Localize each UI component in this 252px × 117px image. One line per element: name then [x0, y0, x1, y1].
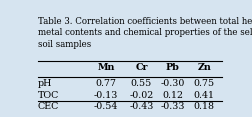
Text: -0.43: -0.43 [129, 102, 153, 111]
Text: Pb: Pb [165, 63, 179, 72]
Text: Table 3. Correlation coefficients between total heavy
metal contents and chemica: Table 3. Correlation coefficients betwee… [37, 17, 252, 49]
Text: 0.77: 0.77 [95, 79, 116, 88]
Text: Zn: Zn [197, 63, 210, 72]
Text: -0.33: -0.33 [160, 102, 184, 111]
Text: pH: pH [37, 79, 52, 88]
Text: 0.12: 0.12 [162, 91, 183, 100]
Text: -0.30: -0.30 [160, 79, 184, 88]
Text: 0.55: 0.55 [130, 79, 151, 88]
Text: Mn: Mn [97, 63, 114, 72]
Text: Cr: Cr [135, 63, 147, 72]
Text: 0.75: 0.75 [193, 79, 214, 88]
Text: -0.13: -0.13 [93, 91, 118, 100]
Text: TOC: TOC [37, 91, 59, 100]
Text: CEC: CEC [37, 102, 59, 111]
Text: -0.02: -0.02 [129, 91, 153, 100]
Text: -0.54: -0.54 [93, 102, 118, 111]
Text: 0.41: 0.41 [193, 91, 214, 100]
Text: 0.18: 0.18 [193, 102, 214, 111]
